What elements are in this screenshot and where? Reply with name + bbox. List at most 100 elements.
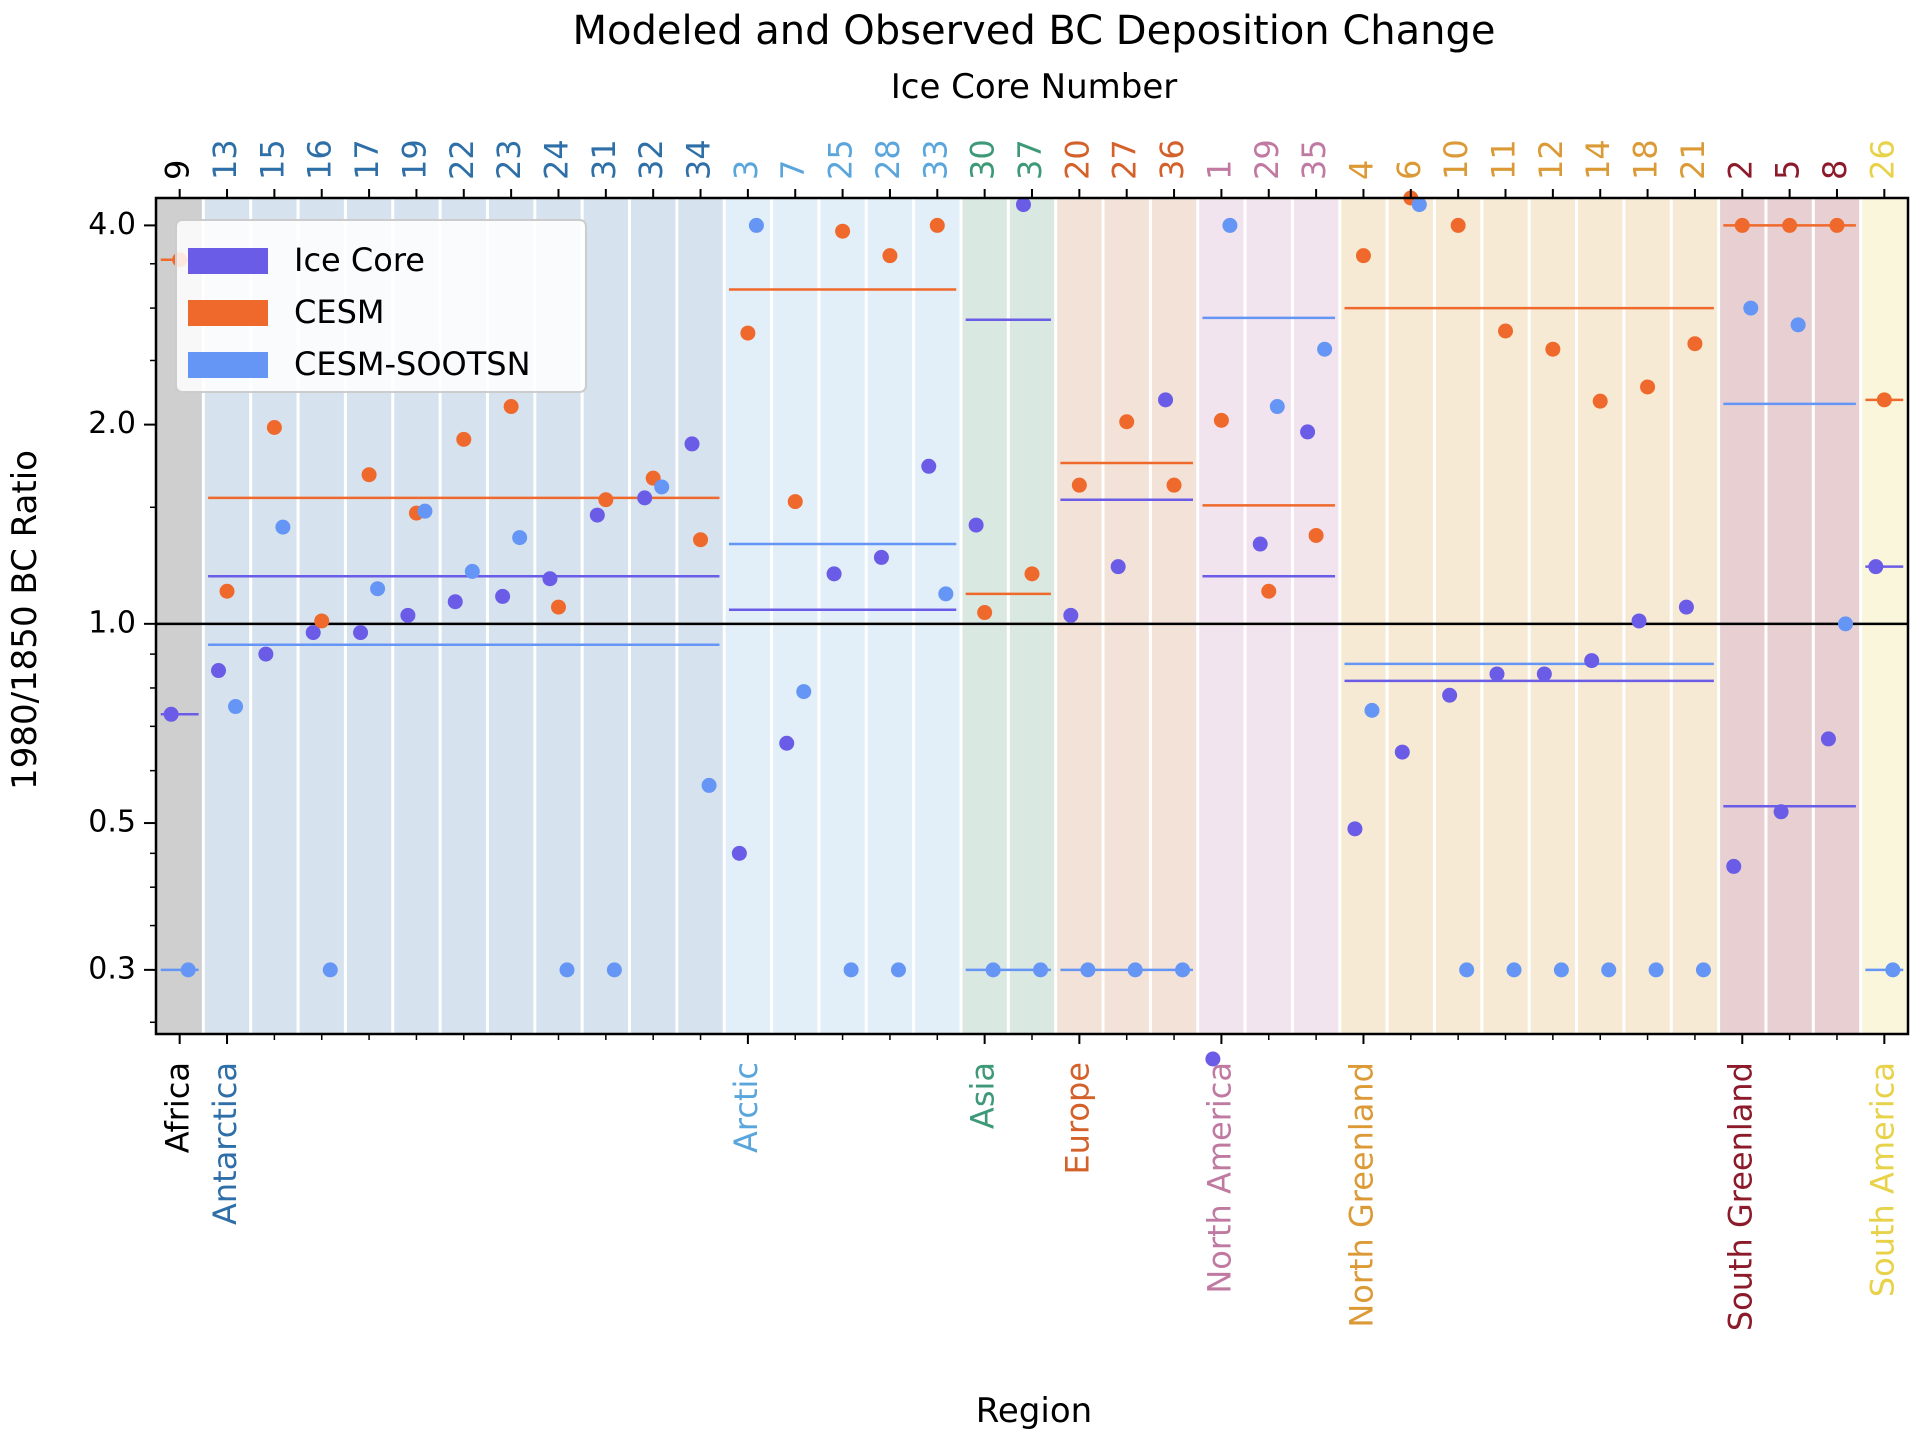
- core-number-label: 17: [348, 139, 386, 180]
- region-label: Arctic: [727, 1062, 765, 1153]
- core-number-label: 35: [1295, 139, 1333, 180]
- core-number-label: 11: [1485, 139, 1523, 180]
- point-cesm-core-21: [1687, 336, 1703, 352]
- point-sootsn-core-5: [1790, 317, 1806, 333]
- point-sootsn-core-37: [1033, 962, 1049, 978]
- point-sootsn-core-36: [1175, 962, 1191, 978]
- point-cesm-core-26: [1876, 392, 1892, 408]
- core-number-label: 8: [1816, 160, 1854, 180]
- point-sootsn-core-17: [370, 581, 386, 597]
- point-sootsn-core-18: [1648, 962, 1664, 978]
- point-ice-core-core-34: [684, 436, 700, 452]
- point-sootsn-core-30: [985, 962, 1001, 978]
- point-sootsn-core-15: [275, 519, 291, 535]
- legend: Ice Core CESM CESM-SOOTSN: [175, 219, 587, 393]
- point-ice-core-core-21: [1678, 599, 1694, 615]
- legend-swatch: [188, 248, 268, 274]
- point-cesm-core-29: [1261, 583, 1277, 599]
- core-number-label: 2: [1721, 160, 1759, 180]
- point-ice-core-core-24: [542, 571, 558, 587]
- core-number-label: 9: [159, 160, 197, 180]
- point-sootsn-core-31: [606, 962, 622, 978]
- point-sootsn-core-6: [1411, 197, 1427, 213]
- point-cesm-core-24: [550, 599, 566, 615]
- point-cesm-core-15: [266, 420, 282, 436]
- core-number-label: 16: [301, 139, 339, 180]
- core-number-label: 27: [1106, 139, 1144, 180]
- point-sootsn-core-16: [322, 962, 338, 978]
- core-number-label: 34: [680, 139, 718, 180]
- point-sootsn-core-7: [796, 684, 812, 700]
- y-tick-label: 1.0: [88, 605, 136, 640]
- core-number-label: 23: [490, 139, 528, 180]
- point-ice-core-core-19: [400, 607, 416, 623]
- point-cesm-core-25: [835, 223, 851, 239]
- point-cesm-core-17: [361, 467, 377, 483]
- core-number-label: 14: [1579, 139, 1617, 180]
- point-cesm-core-30: [977, 605, 993, 621]
- point-ice-core-core-5: [1773, 804, 1789, 820]
- point-ice-core-core-33: [921, 458, 937, 474]
- point-sootsn-core-24: [559, 962, 575, 978]
- core-number-label: 30: [964, 139, 1002, 180]
- legend-box: [175, 219, 587, 393]
- point-ice-core-core-30: [968, 517, 984, 533]
- core-number-label: 10: [1437, 139, 1475, 180]
- point-sootsn-core-33: [938, 586, 954, 602]
- point-ice-core-core-37: [1015, 197, 1031, 213]
- point-cesm-core-31: [598, 492, 614, 508]
- region-band-north-america: [1197, 198, 1340, 1034]
- y-tick-label: 2.0: [88, 406, 136, 441]
- plot-frame: [154, 196, 1910, 1036]
- point-sootsn-core-13: [228, 699, 244, 715]
- core-number-label: 5: [1769, 160, 1807, 180]
- point-cesm-core-13: [219, 583, 235, 599]
- region-label: Asia: [964, 1062, 1002, 1129]
- point-ice-core-core-23: [495, 588, 511, 604]
- core-number-label: 22: [443, 139, 481, 180]
- point-cesm-core-18: [1640, 379, 1656, 395]
- point-sootsn-core-14: [1601, 962, 1617, 978]
- point-sootsn-core-8: [1837, 616, 1853, 632]
- legend-label: CESM-SOOTSN: [294, 345, 531, 383]
- point-ice-core-core-22: [447, 594, 463, 610]
- point-cesm-core-10: [1450, 217, 1466, 233]
- point-sootsn-core-12: [1553, 962, 1569, 978]
- core-number-label: 6: [1390, 160, 1428, 180]
- core-number-label: 12: [1532, 139, 1570, 180]
- point-sootsn-core-35: [1317, 341, 1333, 357]
- core-number-label: 15: [253, 139, 291, 180]
- region-label: North Greenland: [1342, 1062, 1380, 1328]
- region-label: South Greenland: [1721, 1062, 1759, 1331]
- point-cesm-core-33: [929, 217, 945, 233]
- core-number-label: 37: [1011, 139, 1049, 180]
- point-cesm-core-5: [1782, 217, 1798, 233]
- point-ice-core-core-35: [1300, 424, 1316, 440]
- data-points: [163, 190, 1901, 1067]
- point-cesm-core-16: [314, 613, 330, 629]
- point-cesm-core-3: [740, 325, 756, 341]
- point-cesm-core-8: [1829, 217, 1845, 233]
- point-ice-core-core-11: [1489, 666, 1505, 682]
- region-label: South America: [1863, 1062, 1901, 1297]
- point-ice-core-core-12: [1536, 666, 1552, 682]
- point-sootsn-core-2: [1743, 300, 1759, 316]
- top-axis-label: Ice Core Number: [891, 67, 1178, 107]
- point-cesm-core-27: [1119, 414, 1135, 430]
- core-number-label: 7: [774, 160, 812, 180]
- point-ice-core-core-32: [637, 490, 653, 506]
- point-ice-core-core-31: [589, 507, 605, 523]
- point-sootsn-core-19: [417, 503, 433, 519]
- core-number-label: 29: [1248, 139, 1286, 180]
- point-ice-core-core-1: [1205, 1051, 1221, 1067]
- core-number-label: 26: [1863, 139, 1901, 180]
- point-sootsn-core-9: [180, 962, 196, 978]
- legend-swatch: [188, 300, 268, 326]
- y-tick-label: 4.0: [88, 207, 136, 242]
- core-number-label: 25: [822, 139, 860, 180]
- point-ice-core-core-2: [1726, 858, 1742, 874]
- legend-label: Ice Core: [294, 241, 425, 279]
- point-ice-core-core-15: [258, 646, 274, 662]
- y-axis-label: 1980/1850 BC Ratio: [5, 450, 45, 790]
- point-cesm-core-1: [1213, 412, 1229, 428]
